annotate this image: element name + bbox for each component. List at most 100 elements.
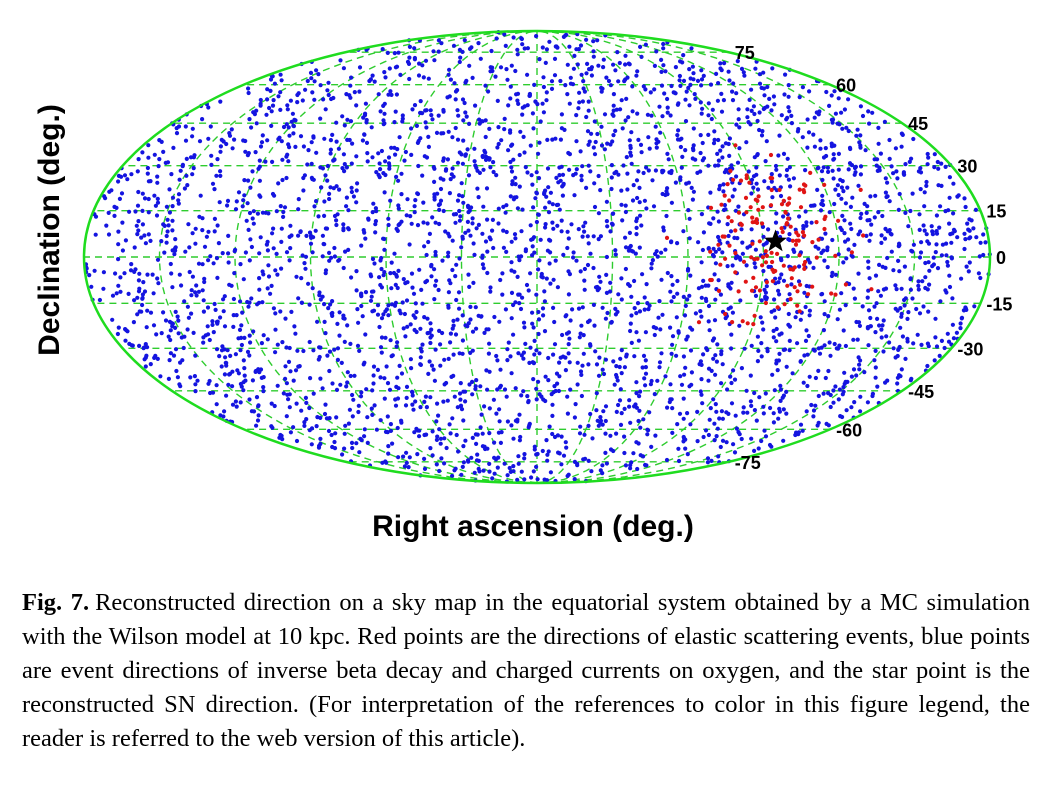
blue-event-point [176, 124, 182, 129]
blue-event-point [355, 343, 361, 348]
blue-event-point [937, 353, 942, 358]
blue-event-point [601, 57, 606, 62]
blue-event-point [741, 405, 746, 410]
blue-event-point [845, 379, 850, 384]
blue-event-point [844, 125, 849, 130]
blue-event-point [433, 249, 438, 255]
blue-event-point [246, 90, 251, 96]
blue-event-point [207, 378, 212, 384]
blue-event-point [683, 119, 689, 124]
blue-event-point [474, 226, 479, 231]
red-event-point [719, 202, 724, 207]
blue-event-point [670, 282, 675, 287]
blue-event-point [522, 325, 527, 330]
blue-event-point [512, 232, 518, 237]
blue-event-point [591, 39, 596, 44]
red-event-point [790, 238, 796, 243]
blue-event-point [394, 92, 399, 97]
blue-event-point [899, 311, 904, 316]
blue-event-point [718, 292, 724, 297]
blue-event-point [779, 272, 784, 277]
blue-event-point [826, 423, 831, 428]
blue-event-point [931, 255, 936, 260]
blue-event-point [721, 189, 726, 194]
blue-event-point [592, 204, 598, 210]
blue-event-point [868, 324, 873, 329]
blue-event-point [613, 306, 618, 311]
blue-event-point [376, 92, 381, 97]
blue-event-point [453, 125, 458, 131]
blue-event-point [850, 254, 855, 259]
blue-event-point [317, 345, 322, 350]
blue-event-point [438, 342, 443, 347]
blue-event-point [173, 309, 178, 314]
blue-event-point [322, 302, 327, 307]
blue-event-point [637, 200, 642, 205]
blue-event-point [788, 184, 793, 189]
blue-event-point [677, 411, 683, 416]
blue-event-point [421, 220, 426, 225]
blue-event-point [148, 179, 153, 184]
blue-event-point [206, 229, 211, 234]
red-event-point [748, 205, 753, 210]
blue-event-point [412, 46, 417, 51]
blue-event-point [515, 477, 520, 482]
blue-event-point [586, 108, 591, 113]
red-event-point [786, 216, 791, 221]
blue-event-point [372, 79, 377, 84]
blue-event-point [442, 461, 447, 466]
blue-event-point [118, 289, 123, 294]
blue-event-point [136, 289, 142, 294]
blue-event-point [668, 382, 673, 387]
red-event-point [740, 319, 745, 324]
blue-event-point [629, 294, 634, 299]
red-event-point [777, 187, 782, 192]
blue-event-point [933, 335, 938, 340]
blue-event-point [932, 165, 937, 170]
blue-event-point [374, 170, 379, 175]
blue-event-point [448, 340, 453, 345]
blue-event-point [371, 364, 377, 369]
blue-event-point [462, 100, 467, 106]
blue-event-point [622, 434, 627, 439]
blue-event-point [803, 304, 808, 310]
blue-event-point [363, 332, 368, 337]
blue-event-point [757, 81, 763, 86]
blue-event-point [529, 173, 534, 178]
blue-event-point [641, 170, 646, 176]
blue-event-point [222, 372, 227, 377]
blue-event-point [392, 120, 397, 125]
blue-event-point [136, 228, 141, 233]
blue-event-point [807, 374, 812, 379]
blue-event-point [924, 232, 929, 237]
blue-event-point [357, 65, 363, 70]
blue-event-point [937, 225, 942, 230]
blue-event-point [720, 144, 725, 149]
blue-event-point [880, 323, 885, 328]
blue-event-point [414, 309, 419, 315]
blue-event-point [618, 387, 623, 392]
blue-event-point [896, 258, 901, 263]
blue-event-point [326, 306, 331, 311]
red-event-point [751, 322, 756, 327]
blue-event-point [232, 271, 237, 276]
blue-event-point [303, 266, 308, 271]
blue-event-point [623, 235, 628, 240]
blue-event-point [89, 284, 94, 289]
blue-event-point [286, 125, 291, 130]
blue-event-point [436, 287, 441, 293]
blue-event-point [659, 351, 664, 356]
blue-event-point [345, 117, 350, 122]
blue-event-point [728, 229, 734, 234]
blue-event-point [350, 445, 355, 451]
blue-event-point [580, 363, 585, 368]
blue-event-point [165, 160, 171, 165]
blue-event-point [334, 139, 339, 144]
blue-event-point [837, 307, 843, 312]
blue-event-point [939, 253, 945, 258]
blue-event-point [241, 138, 246, 143]
blue-event-point [218, 315, 223, 320]
blue-event-point [317, 354, 322, 360]
blue-event-point [681, 294, 686, 299]
blue-event-point [231, 296, 236, 302]
